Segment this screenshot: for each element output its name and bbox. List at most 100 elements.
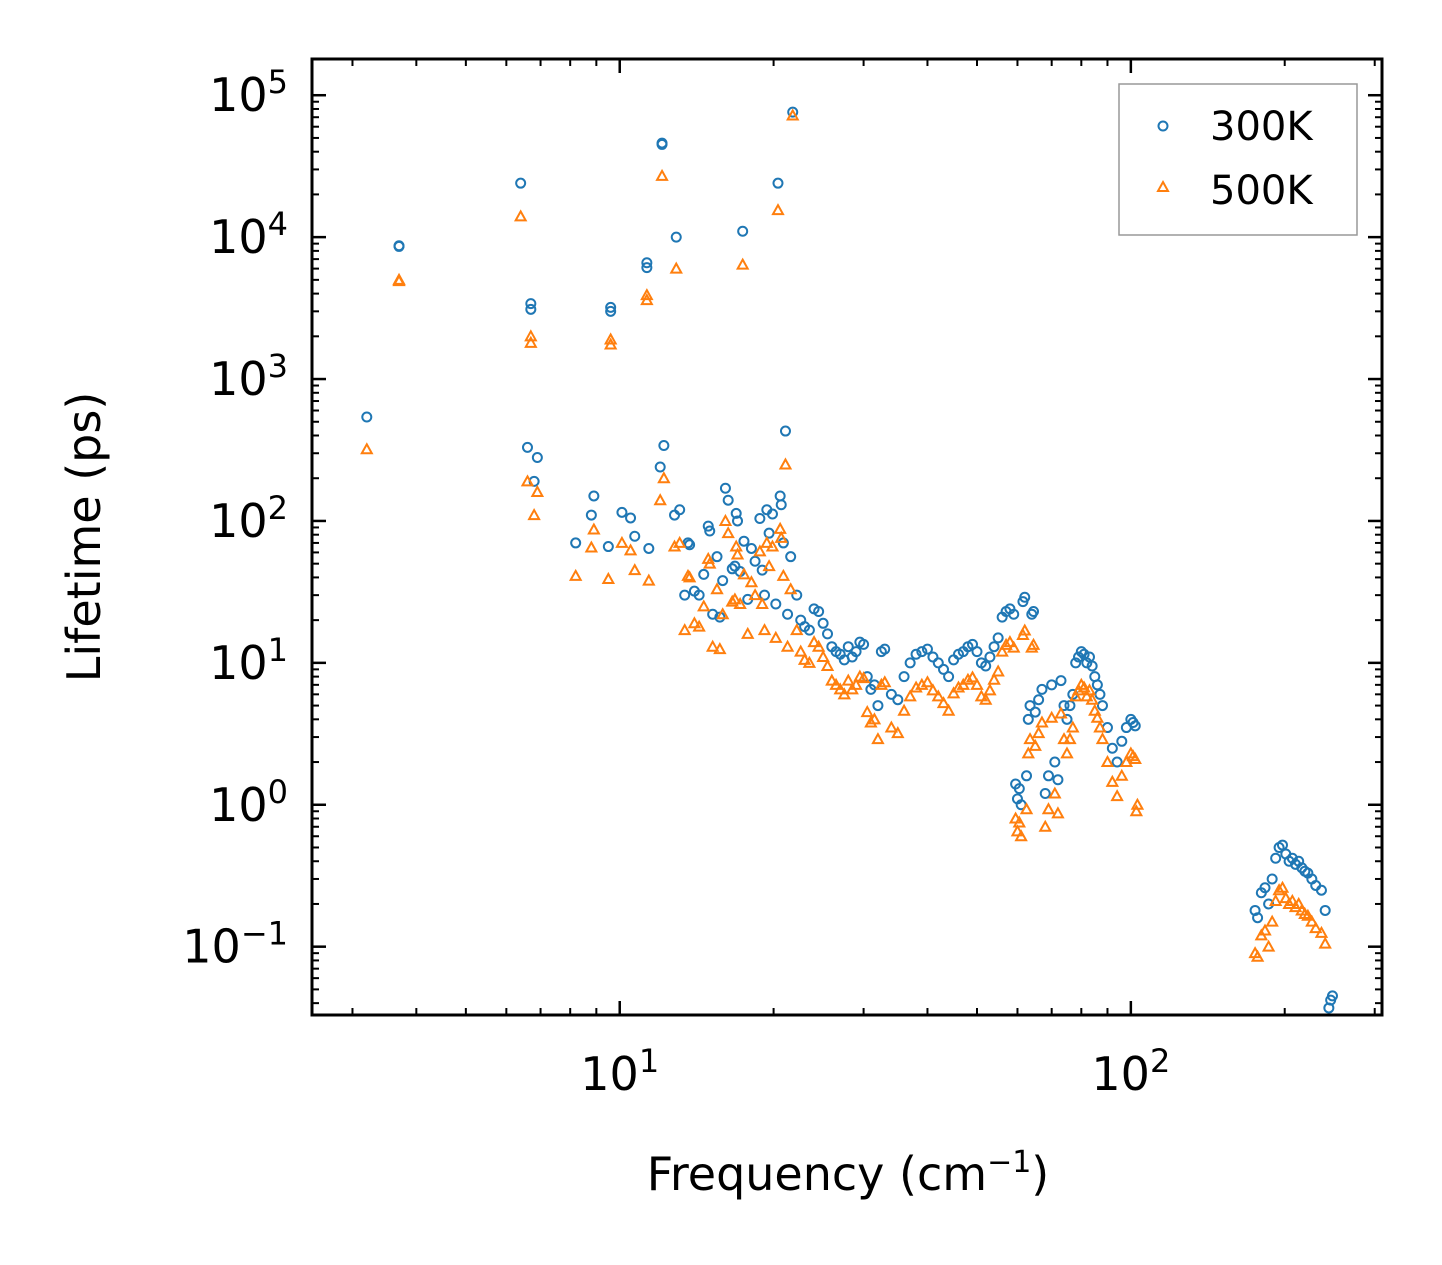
y-tick-label: 105	[209, 63, 288, 122]
data-point-300k	[932, 657, 944, 669]
data-point-500k	[687, 616, 702, 629]
data-point-300k	[702, 520, 714, 532]
data-point-300k	[654, 461, 666, 473]
data-point-500k	[856, 671, 871, 684]
data-point-500k	[884, 720, 899, 733]
data-point-500k	[1088, 703, 1102, 716]
data-point-500k	[776, 568, 791, 581]
data-point-500k	[1085, 692, 1099, 705]
data-point-500k	[1314, 925, 1329, 938]
data-point-500k	[1093, 720, 1107, 733]
data-point-500k	[1077, 680, 1091, 693]
data-point-300k	[1129, 720, 1141, 732]
data-point-500k	[360, 442, 374, 455]
data-point-300k	[988, 641, 1000, 653]
data-point-500k	[1100, 754, 1115, 768]
data-point-300k	[738, 535, 750, 547]
data-point-300k	[1070, 657, 1082, 669]
data-point-500k	[903, 689, 917, 702]
data-point-500k	[1038, 819, 1052, 832]
data-point-500k	[897, 703, 911, 716]
data-point-300k	[787, 106, 799, 118]
data-point-500k	[1275, 880, 1290, 893]
data-point-300k	[842, 641, 854, 653]
data-point-500k	[741, 626, 755, 639]
data-point-500k	[1010, 824, 1025, 837]
data-point-300k	[1252, 912, 1264, 924]
data-point-500k	[1285, 893, 1300, 906]
data-point-500k	[1023, 732, 1037, 745]
data-point-300k	[1326, 990, 1338, 1002]
data-point-300k	[732, 515, 744, 527]
data-point-500k	[744, 575, 759, 588]
data-point-300k	[1021, 770, 1033, 782]
data-point-500k	[527, 508, 541, 521]
data-point-300k	[1315, 884, 1327, 896]
data-point-500k	[730, 547, 745, 560]
data-points	[360, 106, 1338, 1014]
data-point-500k	[995, 644, 1009, 657]
data-point-500k	[669, 261, 683, 274]
data-point-500k	[816, 649, 830, 662]
data-point-500k	[1031, 726, 1046, 739]
y-tick-label: 101	[209, 631, 288, 690]
data-point-500k	[718, 513, 733, 526]
data-point-300k	[521, 441, 533, 453]
data-point-500k	[520, 474, 535, 487]
data-point-300k	[980, 660, 992, 672]
data-point-300k	[1033, 694, 1045, 706]
data-point-500k	[790, 623, 804, 636]
data-point-300k	[588, 490, 600, 502]
data-point-500k	[999, 637, 1013, 650]
data-point-500k	[797, 652, 812, 665]
data-point-500k	[774, 530, 788, 543]
data-point-500k	[623, 543, 638, 556]
data-point-500k	[987, 672, 1001, 685]
data-point-500k	[891, 726, 905, 739]
data-point-300k	[1039, 788, 1051, 800]
data-point-500k	[983, 683, 997, 696]
data-point-500k	[1301, 908, 1315, 921]
data-point-300k	[570, 537, 582, 549]
y-tick-label: 10−1	[182, 915, 288, 974]
data-point-300k	[1276, 839, 1288, 851]
data-point-300k	[1081, 657, 1093, 669]
data-point-300k	[1106, 742, 1118, 754]
data-point-300k	[1029, 706, 1041, 718]
data-point-500k	[1291, 896, 1306, 909]
data-point-300k	[850, 646, 862, 658]
legend-label-300k: 300K	[1210, 104, 1314, 150]
data-point-300k	[1286, 852, 1298, 864]
data-point-500k	[833, 682, 847, 695]
data-point-500k	[703, 556, 717, 569]
data-point-500k	[748, 588, 762, 601]
data-point-300k	[817, 617, 829, 629]
data-point-300k	[759, 589, 771, 601]
data-point-300k	[772, 177, 784, 189]
data-point-300k	[1116, 735, 1128, 747]
data-point-300k	[525, 303, 537, 315]
data-point-500k	[1105, 774, 1120, 787]
data-point-300k	[892, 694, 904, 706]
data-point-500k	[786, 108, 800, 121]
data-point-500k	[733, 596, 747, 609]
data-point-500k	[1115, 768, 1129, 781]
data-point-500k	[1082, 683, 1097, 696]
data-point-500k	[780, 639, 795, 652]
data-point-500k	[878, 675, 892, 688]
data-point-500k	[682, 570, 697, 583]
data-point-300k	[921, 643, 933, 655]
data-point-500k	[829, 677, 843, 690]
data-point-500k	[1026, 637, 1041, 650]
data-point-500k	[725, 594, 739, 607]
data-point-300k	[1073, 651, 1085, 663]
data-point-500k	[841, 673, 855, 686]
data-point-500k	[991, 664, 1005, 677]
data-point-500k	[765, 539, 780, 552]
data-point-300k	[625, 512, 637, 524]
data-point-300k	[785, 551, 797, 563]
data-point-300k	[616, 506, 628, 518]
data-point-300k	[1266, 873, 1278, 885]
data-point-500k	[1035, 715, 1049, 728]
data-point-500k	[392, 274, 406, 287]
